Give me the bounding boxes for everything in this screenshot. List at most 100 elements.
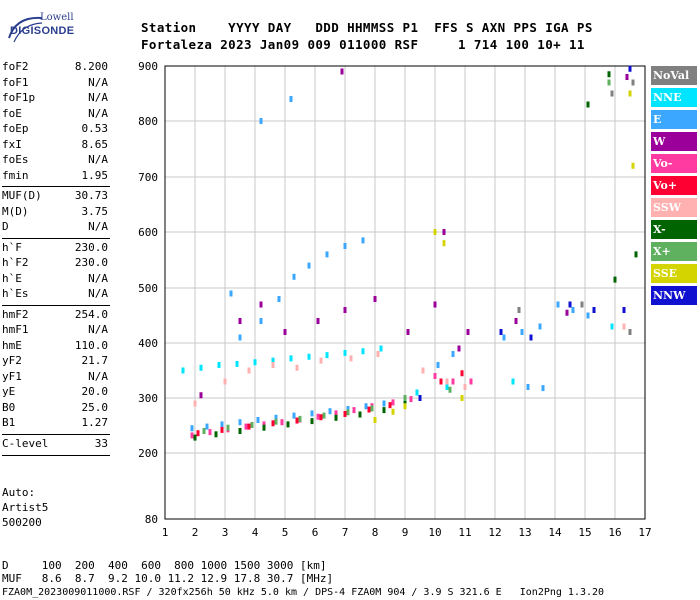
data-point — [463, 384, 467, 390]
data-point — [340, 68, 344, 75]
x-tick-label: 15 — [578, 526, 591, 539]
x-tick-label: 3 — [222, 526, 229, 539]
param-value: N/A — [88, 106, 108, 120]
x-tick-label: 2 — [192, 526, 199, 539]
data-point — [631, 79, 635, 86]
x-tick-label: 12 — [488, 526, 501, 539]
data-point — [622, 323, 626, 330]
data-point — [445, 384, 449, 390]
legend: NoVal NNE E W Vo- Vo+ SSW X- X+ SSE NNW — [651, 66, 697, 308]
data-point — [334, 410, 338, 417]
param-value: N/A — [88, 287, 108, 300]
param-value: N/A — [88, 75, 108, 89]
param-key: fxI — [2, 137, 22, 151]
data-point — [277, 296, 281, 302]
param-value: 230.0 — [74, 256, 108, 269]
data-point — [580, 301, 584, 308]
data-point — [295, 417, 299, 424]
param-value: 0.53 — [81, 122, 109, 135]
data-point — [250, 421, 254, 428]
data-point — [586, 312, 590, 319]
param-row: foEs N/A — [2, 153, 108, 167]
data-point — [223, 378, 227, 385]
param-value: 21.7 — [81, 354, 109, 367]
data-point — [511, 378, 515, 385]
x-tick-label: 9 — [402, 526, 409, 539]
param-row: hmF1 N/A — [2, 323, 108, 337]
param-value: 20.0 — [81, 385, 109, 398]
param-value: N/A — [88, 271, 108, 285]
param-row: yE 20.0 — [2, 385, 108, 399]
data-point — [316, 318, 320, 324]
data-point — [226, 424, 230, 431]
param-key: hmE — [2, 338, 22, 352]
data-point — [334, 414, 338, 421]
data-point — [520, 329, 524, 335]
data-point — [193, 434, 197, 441]
plot-border — [164, 65, 646, 520]
data-point — [202, 428, 206, 434]
data-point — [442, 229, 446, 235]
data-point — [238, 419, 242, 426]
data-point — [271, 420, 275, 427]
data-point — [406, 329, 410, 335]
x-tick-label: 4 — [252, 526, 259, 539]
data-point — [364, 403, 368, 410]
param-row: fxI 8.65 — [2, 138, 108, 152]
data-point — [460, 395, 464, 401]
param-value: 8.65 — [81, 137, 109, 151]
data-point — [244, 423, 248, 430]
data-point — [415, 389, 419, 396]
param-row: fmin 1.95 — [2, 169, 108, 183]
data-point — [310, 418, 314, 425]
data-point — [628, 329, 632, 335]
param-key: D — [2, 220, 9, 233]
data-point — [235, 360, 239, 367]
data-point — [433, 373, 437, 379]
data-point — [346, 406, 350, 412]
data-point — [358, 411, 362, 418]
file-info: FZA0M_2023009011000.RSF / 320fx256h 50 k… — [2, 587, 605, 598]
data-point — [271, 362, 275, 368]
logo-line2: DIGISONDE — [10, 25, 75, 37]
param-key: yF2 — [2, 354, 22, 367]
data-point — [190, 425, 194, 432]
data-point — [292, 412, 296, 419]
param-row: hmE 110.0 — [2, 339, 108, 353]
legend-item: NNE — [651, 88, 697, 107]
data-point — [319, 414, 323, 421]
data-point — [526, 384, 530, 390]
data-point — [310, 410, 314, 417]
data-point — [289, 96, 293, 102]
param-key: foEp — [2, 122, 29, 135]
header-labels: Station YYYY DAY DDD HHMMSS P1 FFS S AXN… — [141, 20, 593, 35]
param-key: foE — [2, 106, 22, 120]
data-point — [499, 329, 503, 335]
logo-line1: Lowell — [40, 12, 74, 23]
data-point — [238, 428, 242, 434]
legend-item: E — [651, 110, 697, 129]
param-value: 30.73 — [74, 189, 108, 202]
param-row: B1 1.27 — [2, 416, 108, 430]
data-point — [217, 362, 221, 368]
param-row: foEp 0.53 — [2, 122, 108, 136]
data-point — [229, 290, 233, 297]
muf-row: MUF 8.6 8.7 9.2 10.0 11.2 12.9 17.8 30.7… — [2, 572, 334, 585]
data-point — [325, 251, 329, 258]
param-value: N/A — [88, 91, 108, 104]
data-point — [634, 251, 638, 258]
data-point — [349, 355, 353, 362]
legend-item: W — [651, 132, 697, 151]
x-tick-label: 13 — [518, 526, 531, 539]
param-key: foF1 — [2, 75, 29, 89]
data-point — [556, 301, 560, 308]
data-point — [565, 309, 569, 316]
data-point — [529, 334, 533, 341]
data-point — [343, 307, 347, 313]
legend-item: X+ — [651, 242, 697, 261]
data-point — [238, 318, 242, 324]
param-value: 33 — [94, 436, 108, 450]
x-tick-label: 17 — [638, 526, 651, 539]
data-point — [451, 378, 455, 385]
data-point — [205, 423, 209, 430]
